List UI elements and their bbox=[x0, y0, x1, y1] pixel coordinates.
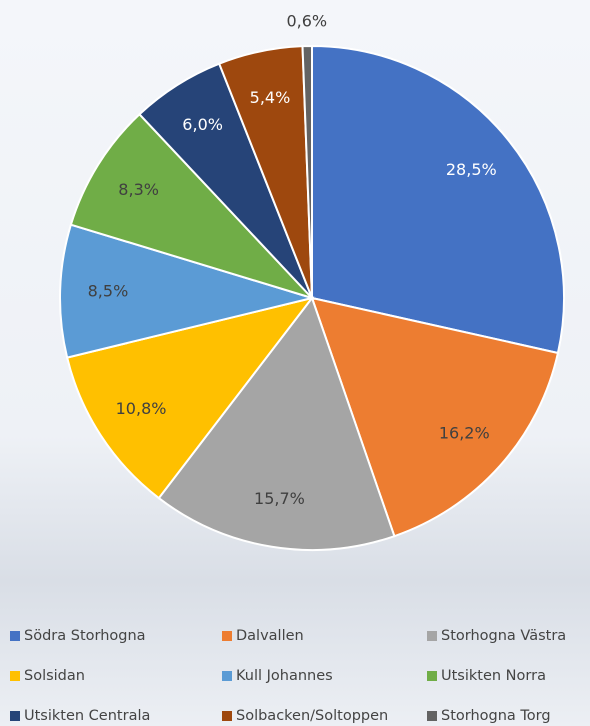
slice-label: 28,5% bbox=[446, 160, 497, 179]
legend-label: Solbacken/Soltoppen bbox=[236, 708, 388, 724]
legend-swatch bbox=[222, 711, 232, 721]
slice-label: 10,8% bbox=[116, 399, 167, 418]
slice-label: 16,2% bbox=[439, 423, 490, 442]
legend-swatch bbox=[427, 671, 437, 681]
legend-swatch bbox=[10, 631, 20, 641]
slice-label: 6,0% bbox=[182, 115, 223, 134]
slice-label: 8,5% bbox=[88, 282, 129, 301]
legend-label: Storhogna Västra bbox=[441, 628, 566, 644]
chart: 28,5% 16,2% 15,7% 10,8% 8,5% 8,3% 6,0% 5,4% 0,6%… bbox=[0, 0, 590, 726]
legend-swatch bbox=[222, 631, 232, 641]
legend-swatch bbox=[10, 711, 20, 721]
legend-swatch bbox=[427, 711, 437, 721]
legend-swatch bbox=[10, 671, 20, 681]
legend-swatch bbox=[427, 631, 437, 641]
slice-label: 0,6% bbox=[286, 12, 327, 31]
legend-label: Solsidan bbox=[24, 668, 85, 684]
legend-label: Kull Johannes bbox=[236, 668, 333, 684]
slice-label: 5,4% bbox=[250, 88, 291, 107]
legend-label: Storhogna Torg bbox=[441, 708, 551, 724]
slice-label: 8,3% bbox=[118, 180, 159, 199]
legend-label: Utsikten Norra bbox=[441, 668, 546, 684]
slice-label: 15,7% bbox=[254, 489, 305, 508]
legend-swatch bbox=[222, 671, 232, 681]
legend-label: Södra Storhogna bbox=[24, 628, 146, 644]
legend-label: Dalvallen bbox=[236, 628, 304, 644]
legend-label: Utsikten Centrala bbox=[24, 708, 150, 724]
